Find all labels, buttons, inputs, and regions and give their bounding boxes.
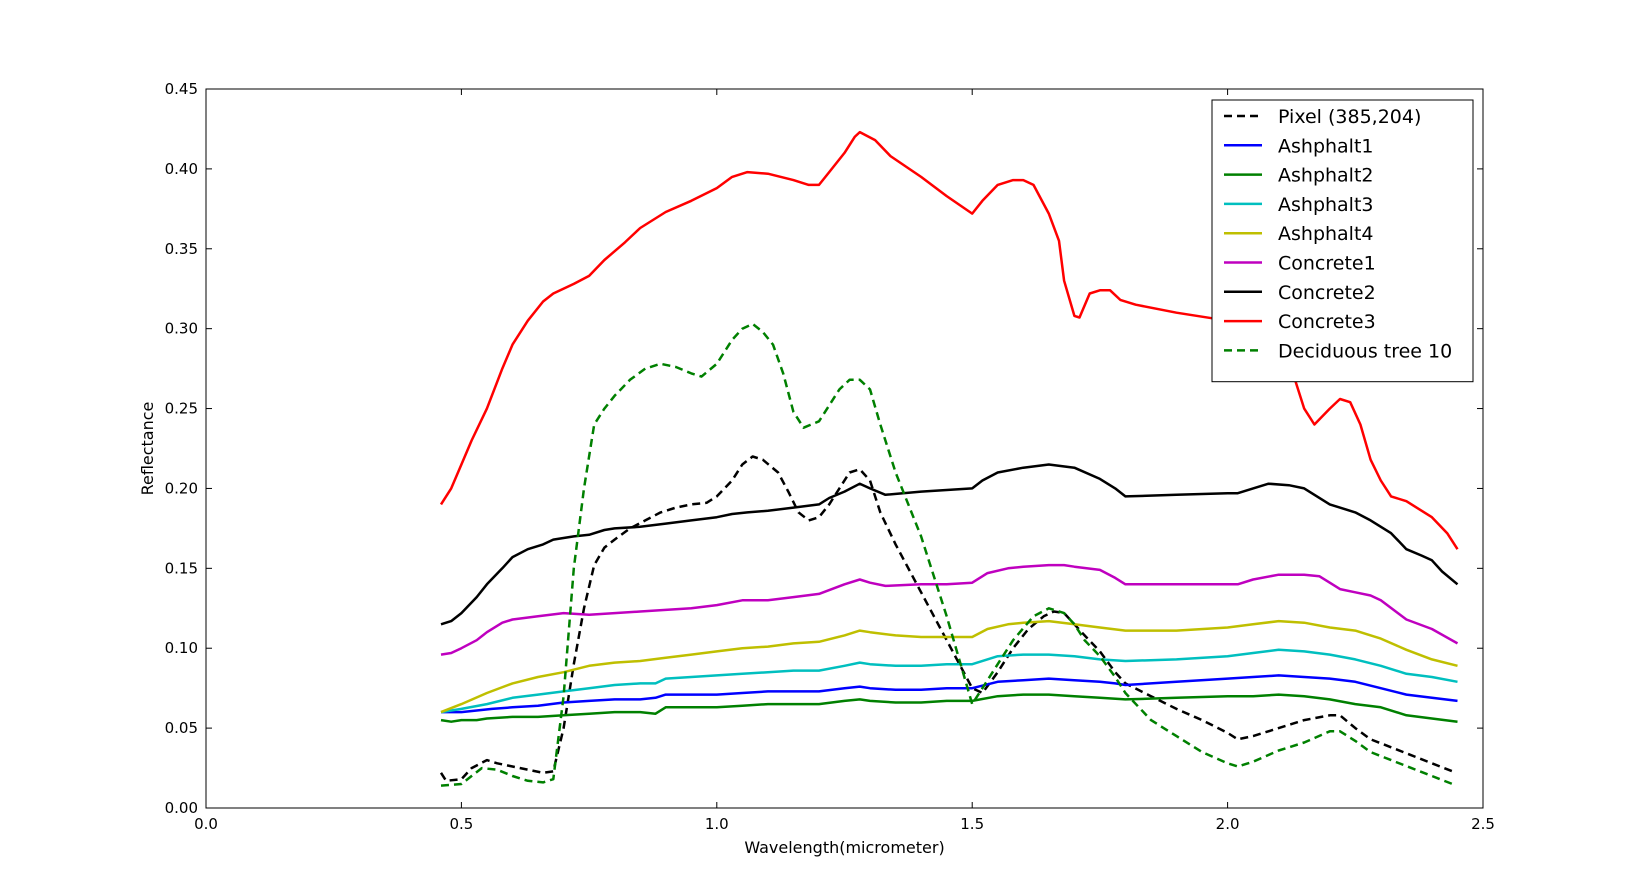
x-axis-label: Wavelength(micrometer): [744, 838, 944, 857]
series-line-4: [440, 619, 1458, 714]
plot-frame: [205, 88, 1484, 809]
series-line-6: [440, 463, 1459, 626]
legend-label: Ashphalt4: [1278, 223, 1374, 245]
y-tick-label: 0.30: [165, 320, 198, 338]
x-tick-label: 0.5: [449, 815, 473, 833]
y-tick-label: 0.35: [165, 240, 198, 258]
series-line-3: [440, 648, 1458, 714]
legend-label: Concrete1: [1278, 253, 1376, 275]
y-axis-ticks: 0.00 0.05 0.10 0.15 0.20 0.25 0.30 0.35 0.40 0.45: [165, 80, 1483, 817]
x-tick-label: 1.0: [705, 815, 729, 833]
legend-label: Pixel (385,204): [1278, 106, 1421, 128]
legend-label: Concrete2: [1278, 282, 1376, 304]
y-tick-label: 0.20: [165, 479, 198, 497]
legend-label: Ashphalt3: [1278, 194, 1374, 216]
series-line-1: [441, 674, 1458, 714]
series-line-5: [440, 563, 1459, 656]
legend-label: Ashphalt2: [1278, 165, 1374, 187]
legend-label: Deciduous tree 10: [1278, 340, 1452, 362]
y-axis-label: Reflectance: [138, 402, 157, 496]
y-tick-label: 0.00: [165, 799, 198, 817]
legend: Pixel (385,204) Ashphalt1 Ashphalt2 Ashphal…: [1211, 99, 1474, 383]
y-tick-label: 0.15: [165, 559, 198, 577]
series-line-7: [439, 130, 1459, 550]
legend-box: [1211, 99, 1474, 383]
y-tick-label: 0.45: [165, 80, 198, 98]
y-tick-label: 0.40: [165, 160, 198, 178]
y-tick-label: 0.05: [165, 719, 198, 737]
y-tick-label: 0.25: [165, 400, 198, 418]
x-tick-label: 0.0: [194, 815, 218, 833]
series-line-0: [439, 455, 1453, 783]
x-tick-label: 1.5: [960, 815, 984, 833]
series-line-2: [440, 693, 1458, 723]
legend-label: Ashphalt1: [1278, 135, 1374, 157]
series-line-8: [440, 322, 1453, 787]
y-tick-label: 0.10: [165, 639, 198, 657]
legend-label: Concrete3: [1278, 311, 1376, 333]
x-tick-label: 2.5: [1471, 815, 1495, 833]
series-layer: [439, 130, 1459, 787]
x-axis-ticks: 0.0 0.5 1.0 1.5 2.0 2.5: [194, 89, 1495, 833]
x-tick-label: 2.0: [1216, 815, 1240, 833]
